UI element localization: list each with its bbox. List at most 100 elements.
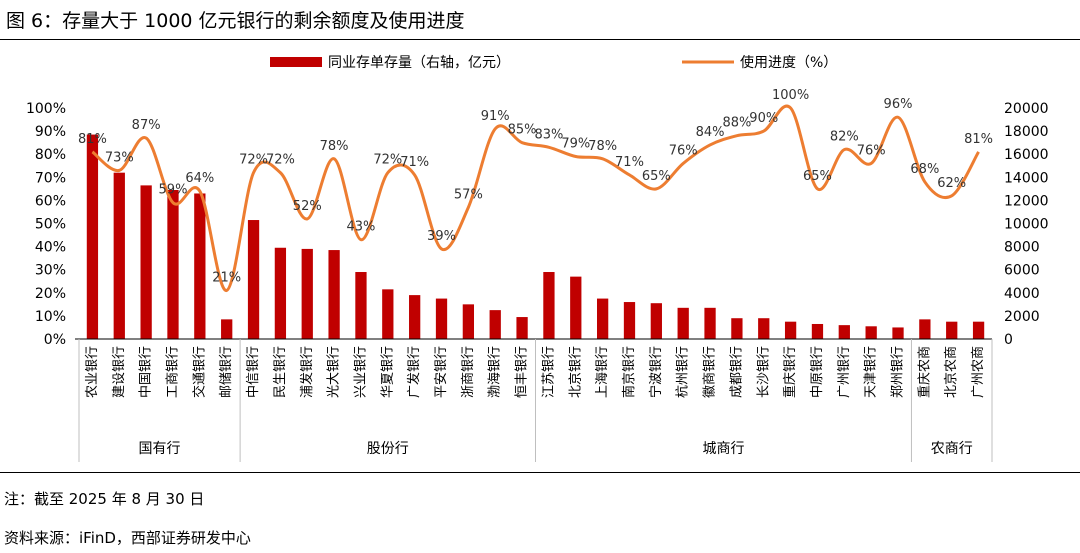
right-axis-tick: 20000 [1004, 101, 1049, 117]
line-data-label: 78% [588, 139, 617, 154]
line-data-label: 62% [937, 176, 966, 191]
category-label: 重庆农商 [916, 346, 932, 398]
line-data-label: 72% [239, 153, 268, 168]
bar [462, 304, 475, 339]
chart-legend: 同业存单存量（右轴，亿元） 使用进度（%） [270, 54, 837, 71]
group-label: 城商行 [702, 441, 744, 457]
right-axis-tick: 2000 [1004, 309, 1040, 325]
page-title: 图 6：存量大于 1000 亿元银行的剩余额度及使用进度 [6, 10, 465, 32]
bar [355, 272, 367, 339]
bar [86, 134, 99, 339]
bar [972, 321, 985, 339]
bar [570, 276, 582, 339]
bar [677, 307, 689, 339]
category-label: 兴业银行 [353, 346, 368, 398]
category-label: 南京银行 [621, 346, 637, 398]
group-label: 农商行 [931, 441, 973, 457]
line-data-label: 21% [212, 270, 241, 285]
left-axis-tick: 50% [35, 217, 66, 233]
bar [838, 325, 850, 339]
line-data-label: 85% [508, 123, 537, 138]
left-axis-tick: 60% [35, 193, 66, 209]
line-data-label: 96% [884, 97, 913, 112]
line-data-label: 65% [803, 169, 832, 184]
left-axis-tick: 20% [35, 286, 66, 302]
line-data-label: 88% [722, 116, 751, 131]
line-data-label: 81% [78, 132, 107, 147]
category-label: 华夏银行 [380, 346, 395, 398]
bar [623, 302, 636, 339]
category-label: 渤海银行 [487, 346, 503, 398]
category-label: 天津银行 [864, 346, 879, 398]
bar [865, 326, 877, 339]
category-label: 民生银行 [273, 346, 288, 398]
left-axis-tick: 40% [35, 240, 66, 256]
title-divider [0, 39, 1080, 40]
bar [543, 272, 555, 339]
bar [435, 298, 448, 339]
bar [731, 318, 743, 339]
bar [382, 289, 394, 339]
line-data-label: 76% [669, 143, 698, 158]
left-axis-tick: 10% [35, 309, 66, 325]
line-series [91, 104, 980, 292]
category-label: 北京农商 [944, 346, 959, 398]
right-axis-tick: 12000 [1004, 193, 1049, 209]
bar [167, 190, 179, 339]
right-axis-tick: 6000 [1004, 263, 1040, 279]
bar [247, 220, 260, 339]
bar [113, 172, 125, 339]
bar-series [86, 134, 985, 339]
group-label: 股份行 [367, 441, 409, 457]
bottom-divider [0, 472, 1080, 473]
right-axis-tick: 4000 [1004, 286, 1040, 302]
line-data-label: 82% [830, 130, 859, 145]
category-label: 上海银行 [595, 346, 610, 398]
line-data-label: 68% [910, 162, 939, 177]
bar [516, 317, 528, 339]
left-axis-tick: 70% [35, 170, 66, 186]
category-label: 杭州银行 [676, 346, 691, 398]
category-label: 广州银行 [837, 346, 852, 398]
left-axis-tick: 0% [44, 332, 66, 348]
right-axis-tick: 18000 [1004, 124, 1049, 140]
group-label: 国有行 [139, 441, 181, 457]
bar [946, 321, 958, 339]
category-label: 广州农商 [971, 346, 986, 398]
bar [704, 307, 716, 339]
footnote: 注：截至 2025 年 8 月 30 日 [4, 490, 205, 508]
left-axis-tick: 30% [35, 263, 66, 279]
bar [596, 298, 609, 339]
right-axis-ticks: 0 2000 4000 6000 8000 10000 12000 14000 16000 180… [1004, 101, 1049, 348]
bar [758, 318, 770, 339]
right-axis-tick: 10000 [1004, 217, 1049, 233]
line-data-label: 43% [347, 220, 376, 235]
line-data-label: 59% [159, 183, 188, 198]
legend-bar-swatch [270, 57, 322, 67]
category-label: 中信银行 [246, 346, 261, 398]
category-label: 浦发银行 [299, 346, 315, 398]
category-label: 恒丰银行 [515, 346, 530, 398]
bar [892, 327, 904, 339]
line-data-label: 71% [615, 155, 644, 170]
right-axis-tick: 0 [1004, 332, 1013, 348]
category-label: 广发银行 [406, 346, 422, 398]
line-data-label: 65% [642, 169, 671, 184]
bar [274, 247, 287, 339]
category-label: 中原银行 [810, 346, 825, 398]
line-data-label: 78% [320, 139, 349, 154]
category-label: 宁波银行 [648, 346, 664, 398]
legend-line-label: 使用进度（%） [740, 54, 837, 71]
left-axis-tick: 80% [35, 147, 66, 163]
line-data-label: 64% [185, 171, 214, 186]
category-label: 平安银行 [434, 346, 449, 398]
line-data-label: 81% [964, 132, 993, 147]
category-label: 重庆银行 [782, 346, 798, 398]
category-label: 北京银行 [568, 346, 583, 398]
category-label: 农业银行 [85, 346, 100, 398]
right-axis-tick: 16000 [1004, 147, 1049, 163]
category-label: 交通银行 [191, 346, 207, 398]
category-label: 光大银行 [327, 346, 342, 398]
bar [784, 321, 797, 339]
line-data-label: 72% [373, 153, 402, 168]
